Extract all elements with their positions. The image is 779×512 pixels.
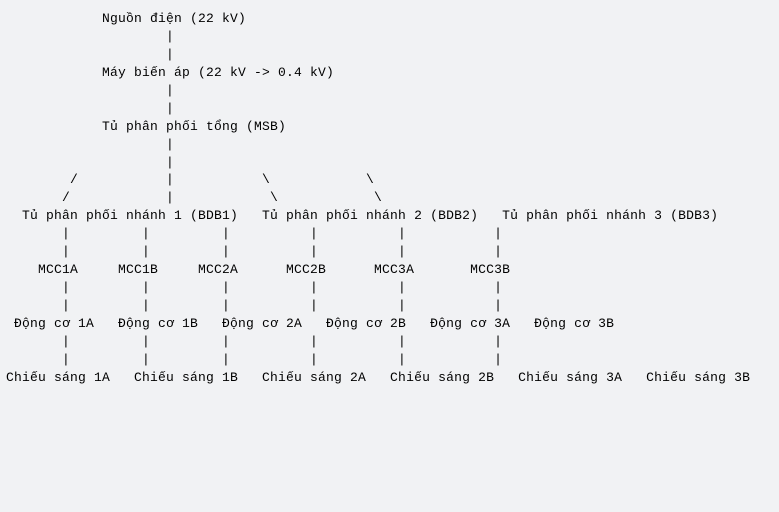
electrical-distribution-tree: Nguồn điện (22 kV) | | Máy biến áp (22 k… <box>0 0 779 387</box>
